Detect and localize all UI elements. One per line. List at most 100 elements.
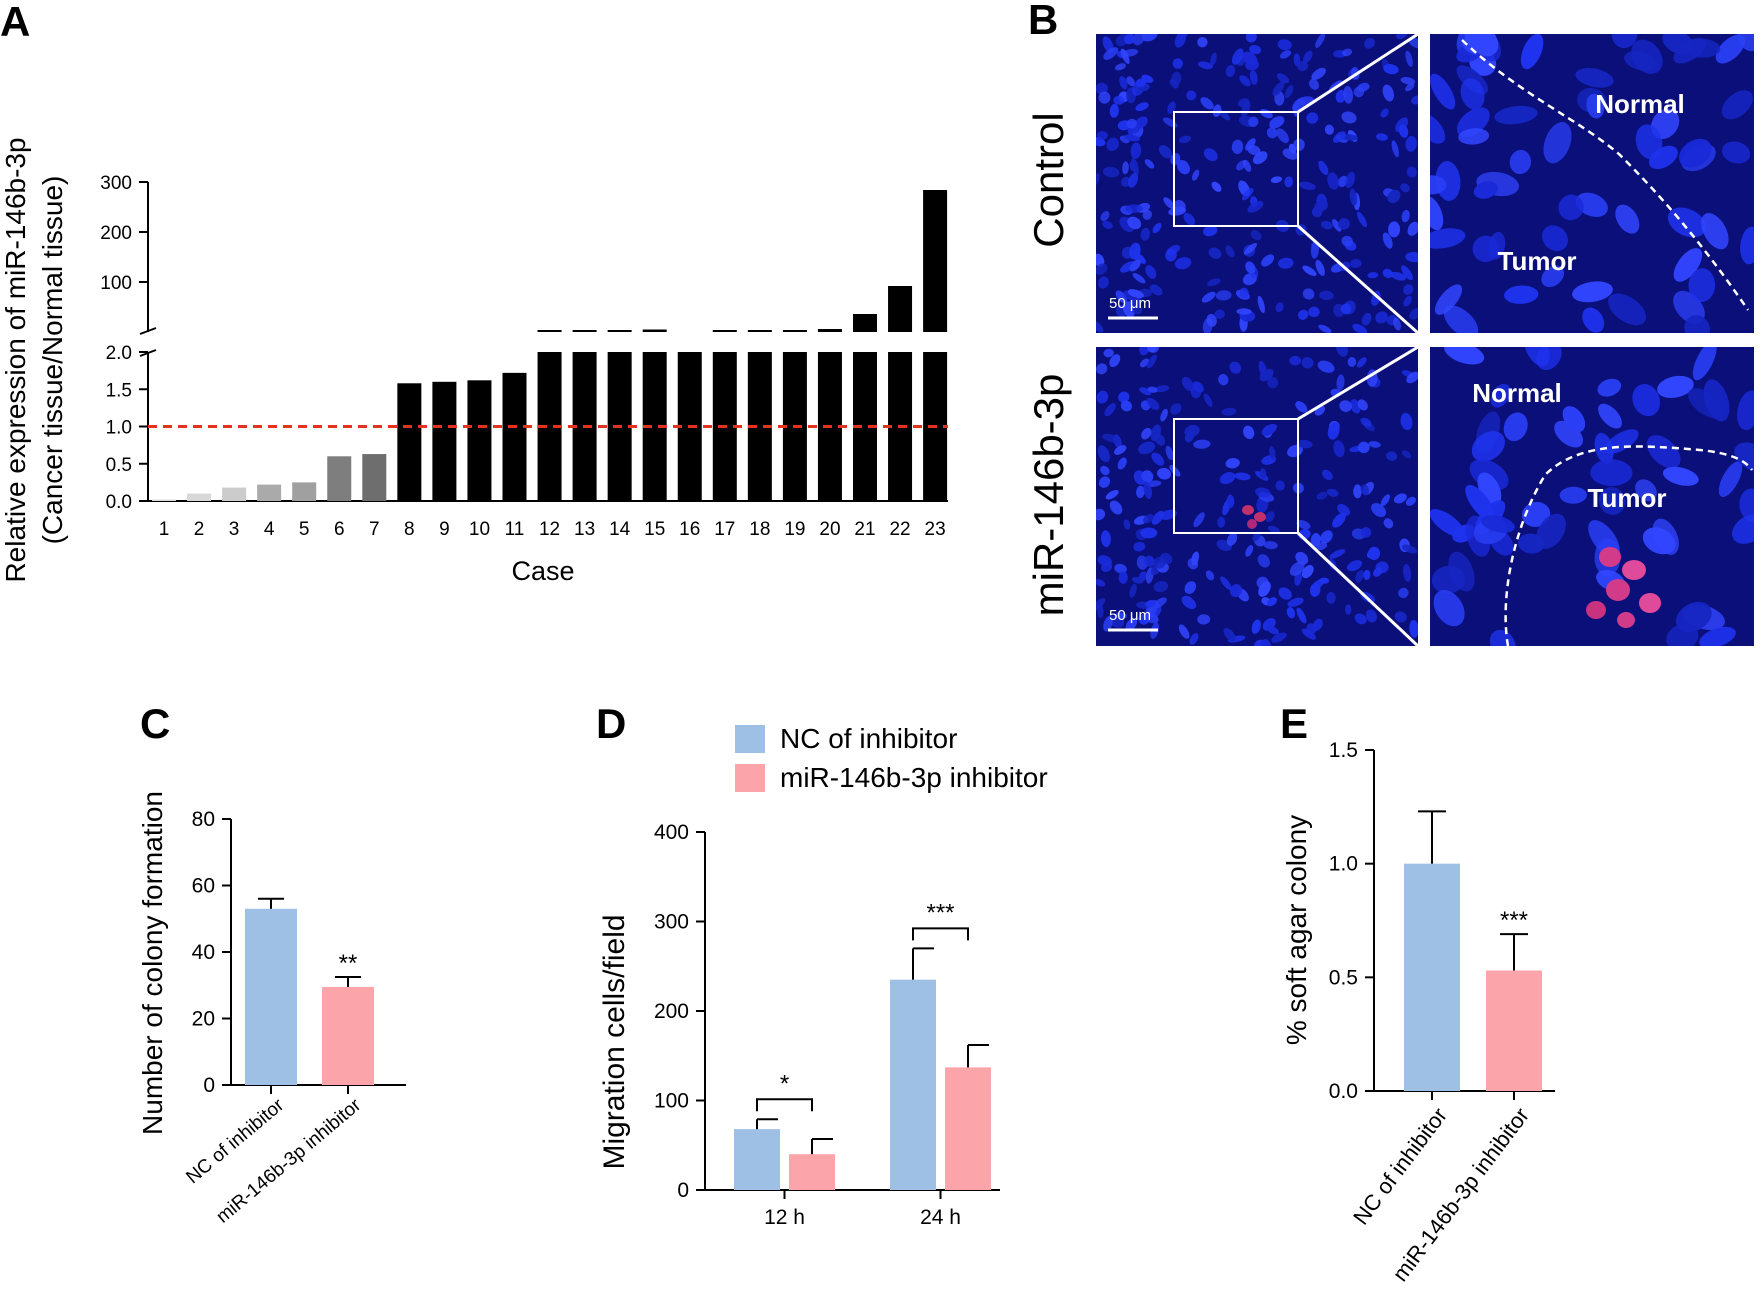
- bar-upper-segment: [642, 329, 667, 332]
- cell-nucleus: [1266, 127, 1278, 139]
- chart-d: Migration cells/field NC of inhibitor mi…: [598, 723, 1048, 1229]
- cell-nucleus: [1267, 525, 1280, 534]
- bar-upper-segment: [853, 314, 877, 332]
- cell-nucleus: [1102, 433, 1120, 443]
- cell-nucleus: [1481, 515, 1515, 533]
- cell-nucleus: [1127, 289, 1144, 299]
- tumor-boundary-control: [1461, 39, 1750, 311]
- cell-nucleus: [1405, 82, 1415, 92]
- cell-nucleus: [1129, 161, 1137, 172]
- cell-nucleus: [1276, 73, 1290, 84]
- cell-nucleus: [1699, 626, 1736, 646]
- panel-label-b: B: [1028, 0, 1058, 43]
- cell-nucleus: [1146, 354, 1157, 369]
- cell-nucleus: [1256, 576, 1269, 589]
- cell-nucleus: [1142, 209, 1152, 220]
- cell-nucleus: [1105, 489, 1119, 500]
- cell-nucleus: [1489, 629, 1516, 646]
- bar: [292, 482, 317, 501]
- cell-nucleus: [1229, 584, 1242, 598]
- cell-nucleus: [1382, 84, 1394, 102]
- bar-upper-segment: [572, 330, 597, 332]
- bar: [187, 493, 212, 501]
- cell-nucleus: [1310, 533, 1321, 547]
- cell-nucleus: [1403, 284, 1414, 295]
- cell-nucleus: [1473, 181, 1499, 199]
- cell-nucleus: [1236, 308, 1252, 315]
- cell-nucleus: [1360, 417, 1372, 427]
- cell-nucleus: [1263, 541, 1278, 550]
- x-tick-label: 8: [404, 519, 415, 540]
- cell-nucleus: [1402, 563, 1412, 582]
- cell-nucleus: [1096, 598, 1106, 612]
- cell-nucleus: [1132, 272, 1146, 284]
- cell-nucleus: [1229, 361, 1242, 374]
- y-tick-label: 0: [203, 1074, 215, 1097]
- cell-nucleus: [1193, 512, 1205, 528]
- cell-nucleus: [1186, 90, 1197, 101]
- cell-nucleus: [1252, 531, 1261, 542]
- cell-nucleus: [1364, 37, 1376, 49]
- panel-label-a: A: [0, 0, 30, 45]
- cell-nucleus: [1692, 347, 1717, 381]
- cell-nucleus: [1734, 442, 1754, 473]
- cell-nucleus: [1296, 439, 1313, 449]
- bar: [322, 986, 374, 1085]
- cell-nucleus: [1611, 34, 1638, 49]
- cell-nucleus: [1318, 324, 1332, 333]
- cell-nucleus: [1327, 422, 1340, 440]
- cell-nucleus: [1215, 290, 1232, 301]
- cell-nucleus: [1205, 570, 1215, 581]
- significance-bracket: [912, 927, 969, 941]
- cell-nucleus: [1356, 211, 1368, 228]
- cell-nucleus: [1154, 433, 1166, 446]
- zoom-box-control: [1173, 111, 1299, 227]
- cell-nucleus: [1189, 633, 1199, 645]
- panel-label-c: C: [140, 700, 170, 747]
- cell-nucleus: [1261, 254, 1275, 267]
- cell-nucleus: [1318, 577, 1330, 584]
- cell-nucleus: [1504, 285, 1539, 304]
- cell-nucleus: [1543, 122, 1572, 164]
- cell-nucleus: [1430, 73, 1456, 110]
- cell-nucleus: [1163, 197, 1175, 209]
- label-tumor-control: Tumor: [1498, 246, 1577, 276]
- cell-nucleus: [1430, 112, 1446, 144]
- cell-nucleus: [1109, 500, 1123, 515]
- cell-nucleus: [1197, 37, 1208, 48]
- cell-nucleus: [1284, 85, 1294, 99]
- cell-nucleus: [1662, 466, 1699, 486]
- zoom-connector: [1297, 224, 1419, 335]
- chart-a-xlabel: Case: [511, 556, 574, 586]
- cell-nucleus: [1657, 375, 1694, 398]
- cell-nucleus: [1096, 263, 1108, 275]
- cell-nucleus: [1341, 235, 1353, 247]
- cell-nucleus: [1340, 303, 1352, 315]
- cell-nucleus: [1096, 508, 1106, 521]
- bar: [945, 1067, 991, 1190]
- cell-nucleus: [1136, 485, 1145, 499]
- cell-nucleus: [1102, 166, 1120, 178]
- cell-nucleus: [1559, 486, 1587, 504]
- cell-nucleus: [1324, 124, 1334, 135]
- cell-nucleus: [1401, 265, 1413, 281]
- cell-nucleus: [1249, 45, 1262, 55]
- bar-upper-segment: [782, 330, 807, 332]
- cell-nucleus: [1286, 607, 1296, 619]
- cell-nucleus: [1231, 48, 1244, 65]
- cell-nucleus: [1344, 604, 1352, 615]
- cell-nucleus: [1393, 317, 1402, 331]
- cell-nucleus: [1490, 383, 1511, 408]
- cell-nucleus: [1096, 130, 1108, 141]
- legend-swatch-nc: [735, 725, 765, 753]
- legend-label-inhibitor: miR-146b-3p inhibitor: [780, 762, 1048, 793]
- cell-nucleus: [1353, 86, 1365, 98]
- cell-nucleus: [1257, 554, 1270, 568]
- cell-nucleus: [1380, 494, 1391, 507]
- cell-nucleus: [1103, 47, 1119, 60]
- x-tick-label: 19: [784, 519, 805, 540]
- cell-nucleus: [1302, 288, 1315, 300]
- cell-nucleus: [1275, 480, 1285, 491]
- cell-nucleus: [1401, 544, 1418, 554]
- cell-nucleus: [1130, 301, 1143, 315]
